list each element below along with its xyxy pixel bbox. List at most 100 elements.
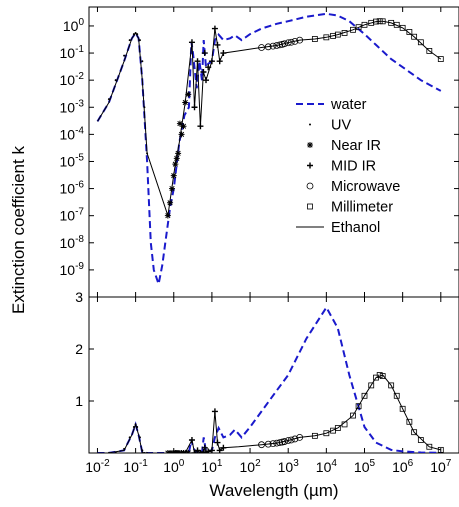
point-near-ir (185, 449, 192, 453)
point-uv (141, 60, 144, 63)
axis-ticks: 10-2 10-1 100 101 102 103 104 105 106 107 100 10-1 1… (60, 7, 459, 475)
series-ethanol-top (97, 20, 442, 216)
point-near-ir (180, 123, 187, 130)
legend-marker-near-ir (307, 142, 313, 148)
series-water-bottom (97, 305, 441, 453)
point-millimeter (437, 56, 444, 62)
series-line-ethanol (97, 20, 442, 216)
point-millimeter (399, 24, 406, 31)
x-tick-label: 103 (278, 458, 300, 475)
point-millimeter (411, 429, 418, 436)
bottom-y-tick-label: 2 (75, 341, 83, 357)
point-millimeter (417, 437, 424, 443)
point-millimeter (323, 430, 330, 437)
series-line-water (96, 12, 442, 288)
point-near-ir (178, 131, 185, 138)
legend-entry-microwave: Microwave (306, 179, 400, 195)
series-line-ethanol (97, 374, 441, 453)
point-microwave (284, 39, 292, 47)
point-millimeter (426, 48, 433, 54)
point-microwave (291, 435, 299, 443)
legend-label-ethanol: Ethanol (331, 220, 380, 236)
top-y-tick-label: 10-5 (60, 152, 85, 169)
top-panel-series (96, 12, 444, 288)
y-axis-label: Extinction coefficient k (9, 146, 28, 314)
point-millimeter (406, 29, 413, 35)
top-y-tick-label: 10-7 (60, 207, 85, 224)
point-uv (138, 39, 141, 42)
legend-label-uv: UV (331, 118, 351, 134)
legend-entry-ethanol: Ethanol (296, 220, 380, 236)
x-tick-label: 102 (239, 458, 261, 475)
point-millimeter (361, 21, 368, 28)
x-axis-label: Wavelength (µm) (209, 481, 338, 500)
point-near-ir (175, 150, 182, 157)
point-millimeter (361, 392, 368, 399)
series-ethanol-bottom (97, 374, 441, 453)
legend-entry-uv: UV (309, 118, 351, 134)
point-mid-ir (201, 50, 208, 57)
point-millimeter (426, 443, 433, 450)
point-millimeter (388, 382, 395, 389)
point-millimeter (334, 425, 341, 431)
top-y-tick-label: 10-4 (60, 125, 85, 142)
point-millimeter (437, 446, 444, 453)
top-panel (88, 6, 459, 298)
legend: water UV Near IR MID IR Microwave Millimeter E… (296, 97, 400, 236)
legend-label-millimeter: Millimeter (331, 200, 393, 216)
bottom-y-tick-label: 1 (75, 393, 83, 409)
point-millimeter (334, 31, 341, 38)
legend-entry-water: water (296, 97, 367, 113)
legend-label-near-ir: Near IR (331, 138, 381, 154)
point-mid-ir (201, 444, 208, 451)
x-tick-label: 106 (392, 458, 414, 475)
point-uv (128, 39, 131, 42)
x-tick-label: 101 (201, 458, 223, 475)
legend-marker-uv (309, 123, 311, 126)
bottom-panel-frame (88, 296, 459, 454)
point-millimeter (350, 412, 356, 419)
series-microwave-bottom (258, 433, 304, 449)
point-millimeter (350, 26, 356, 33)
legend-entry-near-ir: Near IR (307, 138, 381, 154)
point-millimeter (393, 392, 400, 399)
series-microwave-top (258, 36, 304, 51)
top-y-tick-label: 10-8 (60, 234, 85, 251)
bottom-y-tick-label: 3 (75, 289, 83, 305)
legend-entry-millimeter: Millimeter (307, 200, 393, 216)
point-millimeter (355, 24, 362, 31)
point-uv (123, 54, 126, 57)
point-near-ir (185, 91, 192, 98)
point-near-ir (176, 120, 183, 127)
legend-label-water: water (330, 97, 367, 113)
bottom-panel (88, 296, 459, 454)
point-microwave (281, 40, 288, 48)
point-millimeter (399, 405, 406, 412)
series-millimeter-top (311, 18, 444, 62)
x-tick-label: 107 (430, 458, 452, 475)
point-microwave (276, 41, 284, 49)
point-microwave (284, 437, 292, 444)
series-water-top (96, 12, 442, 288)
x-tick-label: 10-1 (123, 458, 148, 475)
x-tick-label: 10-2 (85, 458, 110, 475)
x-tick-label: 100 (163, 458, 185, 475)
top-y-tick-label: 10-2 (60, 71, 85, 88)
top-panel-frame (88, 6, 459, 298)
series-millimeter-bottom (311, 372, 444, 453)
top-y-tick-label: 100 (63, 17, 85, 34)
x-tick-label: 105 (354, 458, 376, 475)
legend-marker-millimeter (307, 203, 313, 210)
legend-label-microwave: Microwave (331, 179, 400, 195)
point-millimeter (355, 403, 362, 410)
series-near-ir-top (164, 91, 192, 219)
top-y-tick-label: 10-9 (60, 261, 85, 278)
legend-marker-microwave (306, 182, 314, 190)
series-line-water (97, 305, 441, 453)
point-millimeter (406, 418, 413, 425)
point-millimeter (393, 21, 400, 28)
legend-label-mid-ir: MID IR (331, 159, 376, 175)
point-millimeter (417, 39, 424, 46)
